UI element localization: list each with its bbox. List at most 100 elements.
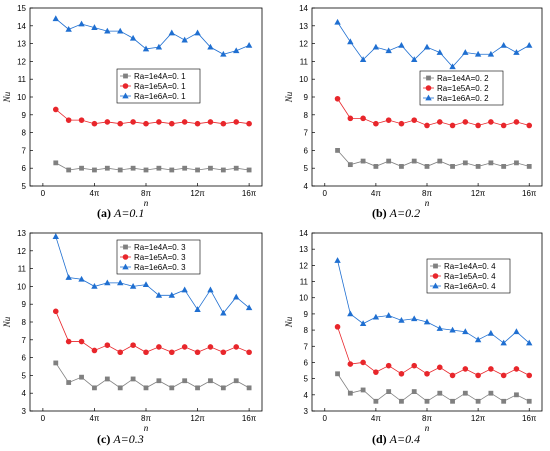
y-tick-label: 8: [22, 318, 27, 327]
data-point: [385, 47, 392, 54]
legend-entry: Ra=1e4A=0. 1: [134, 72, 186, 81]
data-point: [334, 324, 341, 330]
data-point: [335, 148, 340, 153]
data-point: [78, 338, 85, 345]
data-point: [399, 164, 404, 169]
y-tick-label: 3: [304, 407, 309, 416]
data-point: [347, 361, 354, 367]
y-tick-label: 14: [299, 229, 308, 238]
series-line-2: [55, 18, 250, 55]
data-point: [78, 117, 85, 123]
x-axis-label: n: [144, 423, 149, 433]
data-point: [233, 293, 240, 300]
caption-c-letter: (c): [97, 432, 111, 446]
y-tick-label: 12: [299, 261, 308, 270]
data-point: [168, 349, 175, 356]
y-tick-label: 4: [304, 391, 309, 400]
data-point: [142, 45, 150, 52]
data-point: [66, 380, 72, 385]
data-point: [156, 378, 162, 384]
data-point: [360, 115, 366, 122]
caption-a: (a) A=0.1: [97, 206, 144, 221]
data-point: [437, 158, 443, 164]
data-point: [181, 36, 188, 43]
legend-entry: Ra=1e4A=0. 4: [444, 262, 496, 271]
data-point: [462, 119, 469, 125]
x-tick-label: 0: [323, 414, 328, 423]
data-point: [513, 119, 520, 125]
data-point: [233, 378, 239, 384]
data-point: [143, 385, 149, 391]
caption-a-letter: (a): [97, 206, 111, 220]
data-point: [52, 106, 59, 113]
data-point: [220, 309, 227, 316]
data-point: [474, 50, 482, 57]
data-point: [130, 342, 136, 348]
data-point: [526, 372, 533, 379]
y-tick-label: 6: [304, 146, 309, 155]
data-point: [143, 349, 149, 356]
data-point: [500, 122, 507, 129]
data-point: [449, 63, 456, 70]
y-tick-label: 8: [22, 129, 27, 138]
data-point: [220, 50, 227, 57]
x-tick-label: 16π: [242, 414, 257, 423]
data-point: [143, 167, 149, 173]
data-point: [347, 162, 353, 168]
data-point: [65, 117, 72, 123]
y-tick-label: 6: [22, 354, 27, 363]
y-tick-label: 10: [17, 93, 26, 102]
y-tick-label: 9: [304, 310, 309, 319]
legend-entry: Ra=1e5A=0. 2: [437, 84, 489, 93]
caption-d-letter: (d): [372, 432, 387, 446]
data-point: [359, 320, 367, 327]
data-point: [233, 165, 239, 171]
data-point: [488, 160, 494, 166]
data-point: [181, 286, 188, 293]
legend-marker: [122, 92, 129, 99]
y-tick-label: 11: [18, 265, 27, 274]
data-point: [169, 167, 175, 173]
data-point: [220, 385, 226, 391]
data-point: [233, 119, 240, 125]
data-point: [385, 312, 392, 318]
data-point: [207, 119, 214, 125]
data-point: [79, 374, 84, 380]
data-point: [104, 279, 111, 286]
data-point: [436, 49, 443, 55]
data-point: [52, 15, 59, 22]
y-tick-label: 12: [17, 57, 26, 66]
data-point: [245, 304, 253, 311]
data-point: [398, 41, 405, 48]
data-point: [129, 34, 137, 41]
data-point: [501, 398, 507, 404]
data-point: [181, 119, 188, 125]
y-tick-label: 14: [299, 4, 308, 13]
data-point: [104, 376, 110, 382]
data-point: [246, 385, 252, 391]
data-point: [194, 29, 201, 36]
data-point: [449, 326, 456, 333]
data-point: [207, 286, 214, 293]
data-point: [487, 50, 495, 57]
data-point: [462, 160, 468, 166]
x-axis-label: n: [144, 198, 149, 208]
series-line-0: [55, 162, 250, 171]
data-point: [526, 122, 533, 129]
data-point: [92, 385, 97, 391]
legend-marker: [123, 73, 128, 79]
data-point: [65, 338, 72, 345]
legend-marker: [123, 244, 128, 250]
x-tick-label: 4π: [89, 414, 99, 423]
data-point: [53, 160, 59, 166]
data-point: [398, 316, 405, 323]
legend-marker: [432, 282, 439, 289]
data-point: [92, 167, 97, 173]
data-point: [91, 283, 98, 289]
chart-panel-3: 3 4 5 6 7 8 9 10 11 12 13 14 0 4π 8π 12π 16π n Nu Ra=1e4A=0…: [284, 229, 543, 433]
data-point: [130, 165, 136, 171]
data-point: [411, 158, 417, 164]
series-line-0: [55, 362, 250, 389]
data-point: [104, 119, 111, 125]
